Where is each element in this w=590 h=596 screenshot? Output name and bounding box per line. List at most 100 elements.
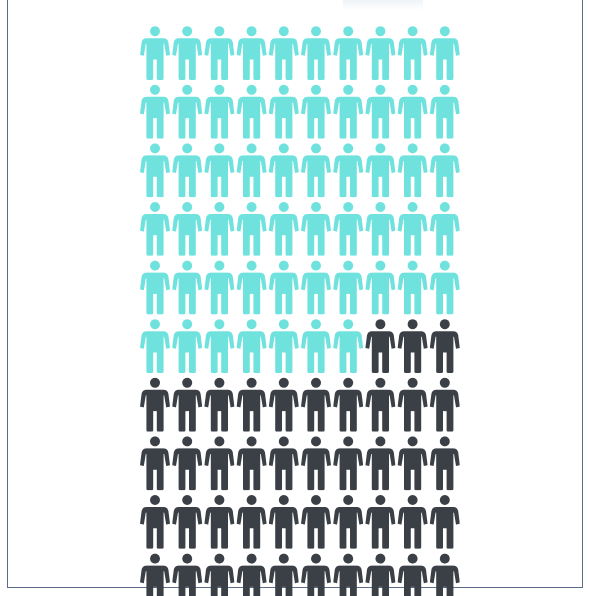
- person-icon: [236, 260, 267, 315]
- person-icon: [333, 495, 364, 549]
- person-icon: [333, 84, 364, 139]
- person-icon: [333, 319, 364, 373]
- person-icon: [140, 202, 170, 256]
- person-icon: [333, 143, 364, 198]
- person-icon: [429, 202, 460, 256]
- person-icon: [236, 436, 267, 491]
- person-icon: [429, 377, 460, 432]
- person-icon: [365, 495, 396, 549]
- person-icon: [268, 436, 299, 491]
- person-icon: [301, 377, 331, 432]
- person-icon: [333, 202, 364, 256]
- person-icon: [172, 26, 203, 80]
- person-icon: [333, 553, 364, 596]
- person-icon: [236, 553, 267, 596]
- person-icon: [429, 260, 460, 315]
- person-icon: [301, 495, 331, 549]
- person-icon: [397, 26, 428, 80]
- person-icon: [268, 26, 299, 80]
- person-icon: [365, 26, 396, 80]
- person-icon: [333, 260, 364, 315]
- person-icon: [268, 319, 299, 373]
- person-icon: [365, 84, 396, 139]
- person-icon: [172, 319, 203, 373]
- person-icon: [365, 143, 396, 198]
- person-icon: [204, 377, 235, 432]
- person-icon: [301, 143, 331, 198]
- person-icon: [365, 260, 396, 315]
- person-icon: [365, 553, 396, 596]
- person-icon: [429, 436, 460, 491]
- person-icon: [236, 202, 267, 256]
- person-icon: [333, 436, 364, 491]
- person-icon: [365, 436, 396, 491]
- person-icon: [236, 319, 267, 373]
- person-icon: [429, 319, 460, 373]
- person-icon: [204, 495, 235, 549]
- person-icon: [397, 202, 428, 256]
- person-icon: [268, 202, 299, 256]
- person-icon: [172, 495, 203, 549]
- person-icon: [429, 143, 460, 198]
- person-icon: [268, 495, 299, 549]
- person-icon: [397, 553, 428, 596]
- person-icon: [172, 202, 203, 256]
- person-icon: [429, 26, 460, 80]
- person-icon: [301, 436, 331, 491]
- person-icon: [140, 84, 170, 139]
- person-icon: [172, 143, 203, 198]
- person-icon: [172, 553, 203, 596]
- person-icon: [140, 436, 170, 491]
- person-icon: [429, 84, 460, 139]
- person-icon: [236, 26, 267, 80]
- person-icon: [397, 495, 428, 549]
- person-icon: [333, 377, 364, 432]
- person-icon: [204, 319, 235, 373]
- person-icon: [236, 377, 267, 432]
- person-icon: [204, 84, 235, 139]
- person-icon: [429, 495, 460, 549]
- person-icon: [140, 319, 170, 373]
- person-icon: [172, 84, 203, 139]
- person-icon: [397, 436, 428, 491]
- person-icon: [204, 143, 235, 198]
- person-icon: [397, 319, 428, 373]
- person-icon: [140, 553, 170, 596]
- person-icon: [301, 260, 331, 315]
- person-icon: [268, 84, 299, 139]
- person-icon: [140, 377, 170, 432]
- person-icon: [397, 84, 428, 139]
- person-icon: [365, 202, 396, 256]
- person-icon: [333, 26, 364, 80]
- person-icon: [268, 260, 299, 315]
- person-icon: [429, 553, 460, 596]
- person-icon: [268, 143, 299, 198]
- person-icon: [268, 377, 299, 432]
- person-icon: [140, 260, 170, 315]
- person-icon: [204, 436, 235, 491]
- person-icon: [397, 260, 428, 315]
- person-icon: [365, 319, 396, 373]
- person-icon: [140, 143, 170, 198]
- person-icon: [204, 260, 235, 315]
- person-icon: [204, 553, 235, 596]
- person-icon: [172, 260, 203, 315]
- person-icon: [268, 553, 299, 596]
- person-icon: [204, 26, 235, 80]
- person-icon: [301, 319, 331, 373]
- person-icon: [397, 377, 428, 432]
- person-icon: [301, 202, 331, 256]
- person-icon: [301, 553, 331, 596]
- person-icon: [365, 377, 396, 432]
- person-icon: [236, 495, 267, 549]
- person-icon: [140, 26, 170, 80]
- person-icon: [204, 202, 235, 256]
- person-icon: [236, 84, 267, 139]
- person-icon: [236, 143, 267, 198]
- person-icon: [301, 84, 331, 139]
- person-icon: [172, 436, 203, 491]
- person-icon: [301, 26, 331, 80]
- person-icon: [397, 143, 428, 198]
- person-icon: [140, 495, 170, 549]
